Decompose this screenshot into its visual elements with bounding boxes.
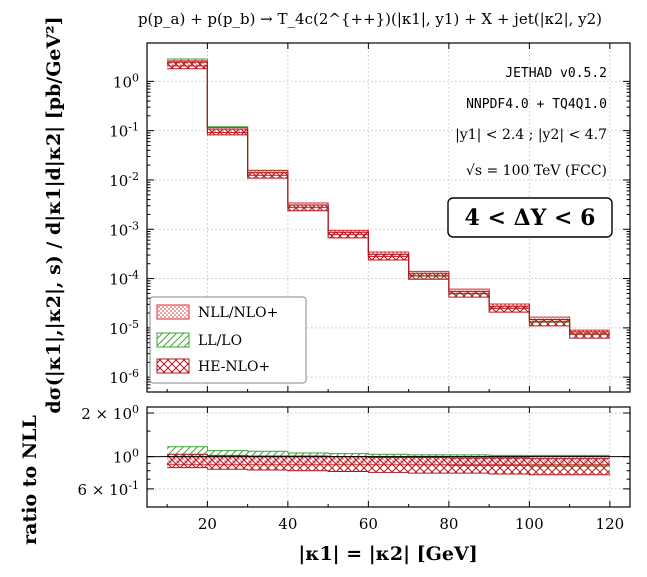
x-tick-label: 40 — [278, 515, 297, 533]
annotation-pdf: NNPDF4.0 + TQ4Q1.0 — [466, 97, 607, 112]
x-tick-label: 100 — [515, 515, 544, 533]
main-band-lower-he — [167, 68, 610, 339]
legend: NLL/NLO+ LL/LO HE-NLO+ — [149, 296, 307, 384]
x-axis-label: |κ1| = |κ2| [GeV] — [298, 543, 477, 565]
y-tick-label: 10-1 — [109, 120, 139, 141]
y-tick-label: 10-5 — [109, 317, 139, 338]
x-tick-label: 120 — [596, 515, 625, 533]
legend-swatch-ll — [156, 332, 190, 348]
annotation-rapidity-cuts: |y1| < 2.4 ; |y2| < 4.7 — [455, 127, 607, 143]
ratio-axis-ticks: 20 40 60 80 100 120 2 × 100 100 6 × 10-1 — [78, 403, 630, 533]
ratio-tick-label: 2 × 100 — [81, 403, 139, 424]
ratio-tick-label: 100 — [113, 446, 139, 467]
ratio-band-lower-he — [167, 467, 610, 476]
legend-label-nll: NLL/NLO+ — [198, 305, 278, 321]
legend-swatch-nll — [156, 304, 190, 320]
y-tick-label: 10-2 — [109, 169, 139, 190]
y-tick-label: 10-3 — [109, 219, 139, 240]
y-tick-label: 10-4 — [109, 268, 139, 289]
x-tick-label: 60 — [359, 515, 378, 533]
y-axis-label: dσ(|κ1|,|κ2|, s) / d|κ1|d|κ2| [pb/GeV²] — [43, 16, 65, 413]
y-tick-label: 100 — [113, 71, 139, 92]
legend-swatch-he — [156, 358, 190, 374]
ratio-bands — [147, 446, 630, 476]
chart-title: p(p_a) + p(p_b) → T_4c(2^{++})(|κ1|, y1)… — [138, 10, 602, 28]
main-bands — [167, 58, 610, 339]
main-plot-frame — [146, 42, 631, 393]
ratio-axis-label: ratio to NLL — [19, 415, 41, 545]
annotation-jethad-version: JETHAD v0.5.2 — [505, 66, 607, 81]
ratio-tick-label: 6 × 10-1 — [78, 478, 139, 499]
annotation-delta-y: 4 < ΔY < 6 — [465, 205, 596, 231]
delta-y-box — [447, 197, 613, 238]
ratio-band-upper-ll — [167, 446, 610, 456]
ratio-gridlines — [147, 407, 630, 507]
annotation-energy: √s = 100 TeV (FCC) — [466, 163, 607, 179]
y-tick-label: 10-6 — [109, 367, 139, 388]
legend-label-he: HE-NLO+ — [198, 359, 270, 375]
legend-label-ll: LL/LO — [198, 333, 242, 349]
x-tick-label: 20 — [198, 515, 217, 533]
x-tick-label: 80 — [439, 515, 458, 533]
